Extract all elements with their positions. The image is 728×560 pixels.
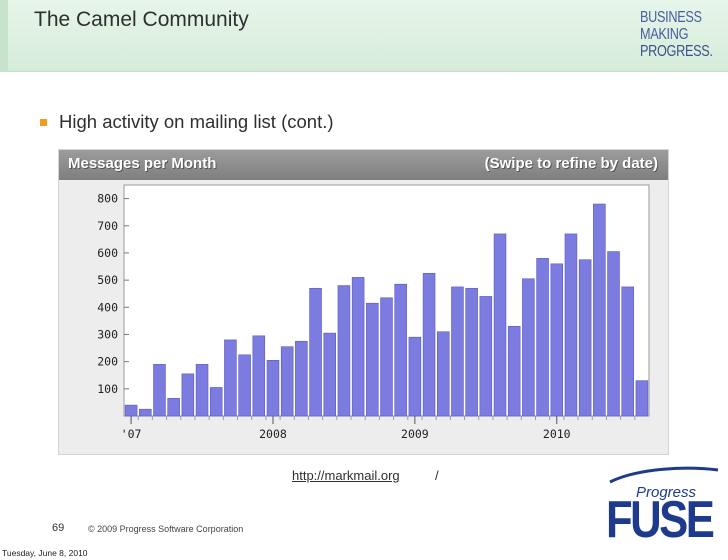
- y-tick-label: 200: [97, 355, 118, 369]
- bar: [536, 258, 549, 417]
- bar: [195, 364, 209, 417]
- bar: [252, 335, 266, 417]
- page-number: 69: [52, 522, 65, 534]
- bar: [209, 387, 223, 417]
- bar: [593, 203, 606, 417]
- bar: [153, 364, 166, 417]
- bar: [139, 408, 152, 417]
- bar: [238, 354, 251, 417]
- chart-hint: (Swipe to refine by date): [484, 155, 658, 172]
- progress-fuse-logo: Progress FUSE: [604, 466, 724, 546]
- bar: [266, 359, 280, 417]
- y-tick-label: 800: [97, 192, 118, 206]
- bar: [280, 346, 294, 417]
- bar: [578, 259, 592, 417]
- y-tick-label: 300: [97, 327, 118, 341]
- bar: [564, 233, 578, 417]
- x-tick-label: 2009: [401, 427, 429, 441]
- bar: [295, 340, 308, 417]
- bar: [380, 297, 393, 417]
- x-tick-label: '07: [121, 427, 142, 441]
- bar: [124, 404, 138, 417]
- bar: [337, 285, 351, 417]
- fuse-text: FUSE: [606, 491, 715, 549]
- chart-plot[interactable]: 100 200 300 400 500 600 700 800 '07 2008 2009 2010: [59, 180, 670, 456]
- bar: [550, 263, 564, 417]
- copyright-text: © 2009 Progress Software Corporation: [88, 524, 244, 534]
- bar: [167, 398, 180, 417]
- y-tick-label: 700: [97, 219, 118, 233]
- bullet-text: High activity on mailing list (cont.): [59, 111, 334, 132]
- bar: [451, 286, 464, 417]
- brand-line-1: BUSINESS: [640, 9, 702, 26]
- date-footer: Tuesday, June 8, 2010: [2, 548, 88, 558]
- y-tick-label: 500: [97, 273, 118, 287]
- bar: [436, 331, 450, 417]
- bar: [366, 302, 379, 417]
- bar: [351, 277, 365, 417]
- brand-line-3: PROGRESS.: [640, 43, 713, 60]
- bar: [635, 380, 649, 417]
- slide-title: The Camel Community: [34, 8, 249, 31]
- bullet-square-icon: [40, 118, 47, 126]
- bar: [607, 251, 620, 417]
- bar: [181, 373, 195, 417]
- bar: [309, 287, 322, 417]
- x-tick-label: 2010: [543, 427, 571, 441]
- bar: [323, 332, 337, 417]
- bar: [507, 326, 521, 417]
- chart-title: Messages per Month: [68, 155, 217, 172]
- brand-line-2: MAKING: [640, 26, 689, 43]
- swoosh-icon: [609, 466, 719, 484]
- messages-chart[interactable]: Messages per Month (Swipe to refine by d…: [58, 149, 669, 455]
- bar: [621, 286, 634, 417]
- header-band: [0, 0, 728, 72]
- business-making-progress-logo: BUSINESS MAKING PROGRESS.: [640, 10, 724, 61]
- chart-title-bar: Messages per Month (Swipe to refine by d…: [59, 150, 668, 180]
- source-link[interactable]: http://markmail.org: [292, 468, 400, 483]
- bar: [394, 283, 407, 417]
- bar: [224, 339, 237, 417]
- y-tick-label: 400: [97, 300, 118, 314]
- bar: [465, 287, 478, 417]
- bullet-item: High activity on mailing list (cont.): [40, 111, 334, 133]
- bar: [522, 278, 535, 417]
- y-tick-label: 100: [97, 382, 118, 396]
- bar: [408, 336, 422, 417]
- source-link-suffix: /: [435, 468, 439, 483]
- bar: [479, 296, 493, 417]
- bar: [493, 233, 507, 417]
- x-tick-label: 2008: [259, 427, 287, 441]
- bar: [422, 273, 436, 417]
- fuse-progress-text: Progress: [636, 484, 697, 501]
- y-tick-label: 600: [97, 246, 118, 260]
